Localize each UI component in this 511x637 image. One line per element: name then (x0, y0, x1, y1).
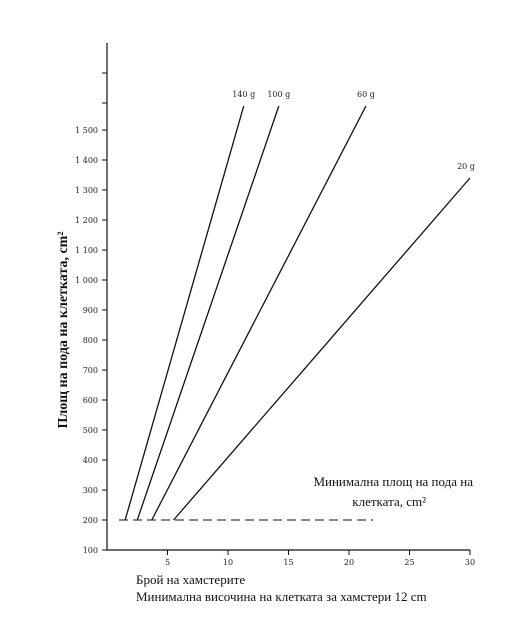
y-tick-label: 600 (83, 396, 98, 405)
y-tick-label: 500 (83, 426, 98, 435)
series-line-140g (124, 105, 245, 521)
x-tick-label: 10 (223, 558, 233, 567)
x-tick-label: 30 (465, 558, 475, 567)
y-tick-label: 300 (83, 486, 98, 495)
series-line-60g (151, 105, 367, 521)
y-tick-label: 1 100 (75, 246, 98, 255)
series-label: 140 g (232, 90, 255, 99)
x-tick-label: 25 (404, 558, 414, 567)
x-tick-label: 5 (165, 558, 170, 567)
ticks: 100 200 300 400 500 600 700 800 900 1 000 1 100 1 2… (75, 72, 475, 567)
series-label: 60 g (357, 90, 375, 99)
series-label: 20 g (457, 162, 475, 171)
y-tick-label: 800 (83, 336, 98, 345)
x-axis-label: Брой на хамстерите (136, 572, 245, 587)
annotation-line-1: Минимална площ на пода на (313, 474, 473, 489)
series-line-100g (136, 105, 280, 521)
y-tick-label: 1 300 (75, 186, 98, 195)
y-tick-label: 200 (83, 516, 98, 525)
y-axis-label: Площ на пода на клетката, cm² (56, 231, 71, 428)
y-tick-label: 1 400 (75, 156, 98, 165)
y-tick-label: 700 (83, 366, 98, 375)
series-lines: 140 g 100 g 60 g 20 g (124, 90, 475, 521)
y-tick-label: 100 (83, 546, 98, 555)
y-tick-label: 1 500 (75, 126, 98, 135)
chart-subtitle: Минимална височина на клетката за хамсте… (136, 589, 427, 604)
x-tick-label: 15 (283, 558, 293, 567)
series-line-20g (173, 177, 471, 521)
y-tick-label: 1 200 (75, 216, 98, 225)
y-tick-label: 400 (83, 456, 98, 465)
series-label: 100 g (267, 90, 290, 99)
x-tick-label: 20 (344, 558, 354, 567)
y-tick-label: 1 000 (75, 276, 98, 285)
y-tick-label: 900 (83, 306, 98, 315)
annotation-line-2: клетката, cm² (352, 494, 426, 509)
